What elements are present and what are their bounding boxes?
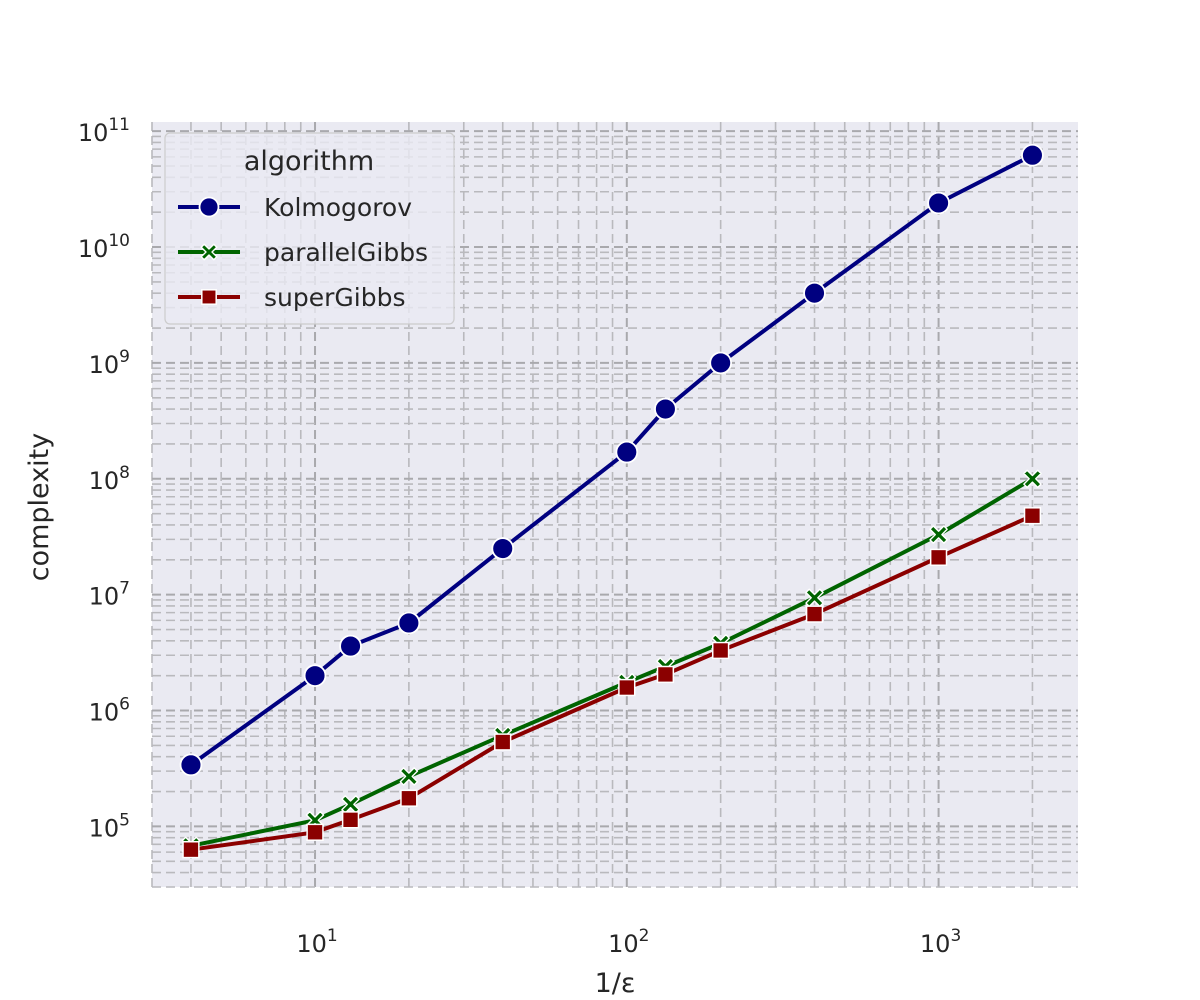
y-tick-label: 108 (89, 463, 130, 495)
y-tick-label: 1010 (78, 231, 130, 263)
tick-base: 10 (89, 583, 120, 611)
tick-base: 10 (89, 699, 120, 727)
data-point-supergibbs (656, 665, 675, 684)
data-point-supergibbs (494, 733, 512, 751)
legend-label-kolmogorov: Kolmogorov (264, 193, 412, 222)
tick-exponent: 2 (639, 926, 650, 946)
legend-label-supergibbs: superGibbs (264, 283, 405, 312)
tick-exponent: 5 (119, 810, 130, 830)
tick-exponent: 9 (119, 347, 130, 367)
tick-base: 10 (296, 930, 327, 958)
data-point-parallelgibbs (399, 767, 419, 786)
y-tick-label: 105 (89, 810, 130, 842)
data-point-kolmogorov (339, 634, 362, 658)
data-point-kolmogorov (803, 281, 826, 305)
data-point-supergibbs (618, 678, 636, 697)
tick-exponent: 3 (950, 926, 961, 946)
y-axis-label: complexity (24, 433, 55, 582)
data-point-kolmogorov (491, 537, 515, 560)
tick-base: 10 (78, 235, 109, 263)
data-point-kolmogorov (927, 191, 950, 215)
tick-base: 10 (920, 930, 951, 958)
data-point-supergibbs (1023, 507, 1042, 525)
series-group (179, 143, 1044, 859)
data-point-parallelgibbs (929, 525, 948, 544)
legend-marker-parallelgibbs (200, 243, 218, 261)
data-point-supergibbs (711, 641, 730, 660)
x-tick-labels: 101 102 103 (296, 926, 961, 958)
data-point-kolmogorov (615, 440, 639, 464)
tick-exponent: 8 (119, 463, 130, 483)
tick-base: 10 (89, 351, 120, 379)
tick-base: 10 (89, 467, 120, 495)
legend-box (164, 132, 455, 325)
tick-base: 10 (89, 814, 120, 842)
y-tick-label: 107 (89, 579, 130, 611)
legend-marker-supergibbs (201, 289, 217, 305)
data-point-kolmogorov (397, 611, 421, 635)
x-axis-label: 1/ε (595, 968, 636, 999)
tick-exponent: 11 (108, 115, 130, 135)
data-point-kolmogorov (303, 664, 327, 688)
tick-exponent: 1 (327, 926, 338, 946)
y-tick-label: 106 (89, 695, 130, 727)
data-point-kolmogorov (709, 351, 733, 375)
legend-title: algorithm (244, 146, 374, 177)
data-point-kolmogorov (179, 753, 203, 777)
tick-base: 10 (78, 119, 109, 147)
data-point-supergibbs (182, 840, 200, 859)
data-point-kolmogorov (1021, 143, 1044, 167)
tick-base: 10 (608, 930, 639, 958)
data-point-supergibbs (306, 823, 324, 841)
tick-exponent: 10 (108, 231, 130, 251)
legend-marker-kolmogorov (198, 196, 220, 218)
tick-exponent: 7 (119, 579, 130, 599)
y-tick-label: 109 (89, 347, 130, 379)
data-point-supergibbs (929, 548, 948, 567)
data-point-supergibbs (805, 605, 824, 623)
data-point-supergibbs (341, 811, 360, 829)
data-point-kolmogorov (654, 397, 677, 421)
legend-label-parallelgibbs: parallelGibbs (264, 238, 428, 267)
tick-exponent: 6 (119, 695, 130, 715)
x-tick-label: 102 (608, 926, 649, 958)
data-point-parallelgibbs (1023, 469, 1042, 489)
x-tick-label: 101 (296, 926, 337, 958)
legend: algorithm Kolmogorov parallelGibbs superGi… (164, 132, 455, 325)
x-tick-label: 103 (920, 926, 961, 958)
data-point-supergibbs (400, 789, 418, 807)
y-tick-label: 1011 (78, 115, 130, 147)
